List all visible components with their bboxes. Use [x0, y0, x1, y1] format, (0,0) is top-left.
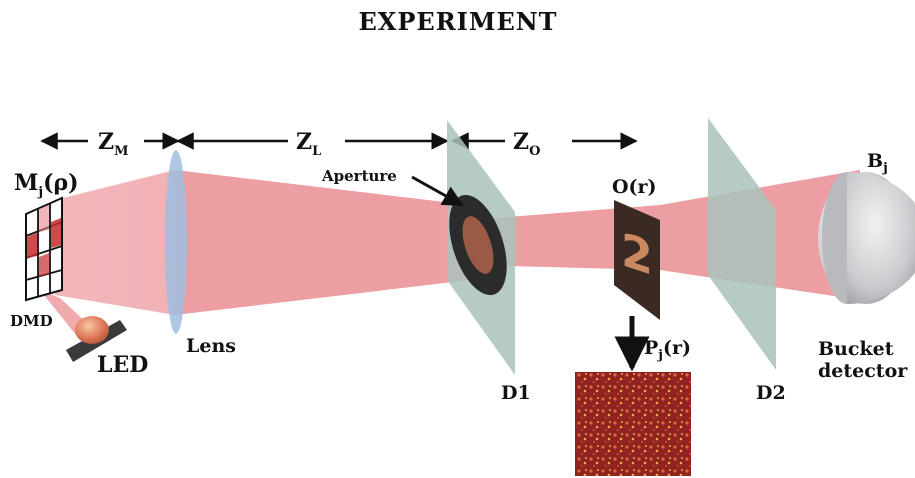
dmd-label: DMD	[10, 312, 53, 330]
bucket-label-line2: detector	[818, 360, 908, 382]
title: EXPERIMENT	[358, 7, 557, 36]
lens-label: Lens	[186, 335, 236, 357]
pattern-label: Pj(r)	[644, 337, 691, 363]
bucket-label-line1: Bucket	[818, 338, 894, 360]
aperture-pointer	[411, 175, 464, 207]
aperture-label: Aperture	[321, 167, 397, 185]
dmd-icon	[25, 196, 63, 302]
diffuser-d2	[708, 118, 776, 370]
zo-label: ZO	[513, 129, 540, 159]
d2-label: D2	[756, 382, 786, 404]
object-label: O(r)	[612, 176, 657, 198]
svg-text:2: 2	[621, 223, 653, 287]
mask-label: Mj(ρ)	[14, 170, 79, 200]
object-icon: 2	[614, 200, 660, 320]
led-icon	[66, 316, 127, 362]
zl-label: ZL	[296, 129, 321, 159]
bucket-symbol: Bj	[867, 150, 888, 176]
aperture-icon	[449, 194, 507, 296]
speckle-pattern	[575, 372, 691, 476]
zm-label: ZM	[98, 129, 128, 159]
beam-d1-to-bucket	[470, 170, 860, 300]
lens-icon	[165, 150, 187, 334]
beam-lens-to-d1	[175, 170, 470, 315]
led-label: LED	[97, 352, 148, 378]
bucket-detector-icon	[818, 172, 915, 304]
d1-label: D1	[501, 382, 531, 404]
beam-dmd-to-lens	[55, 170, 175, 315]
